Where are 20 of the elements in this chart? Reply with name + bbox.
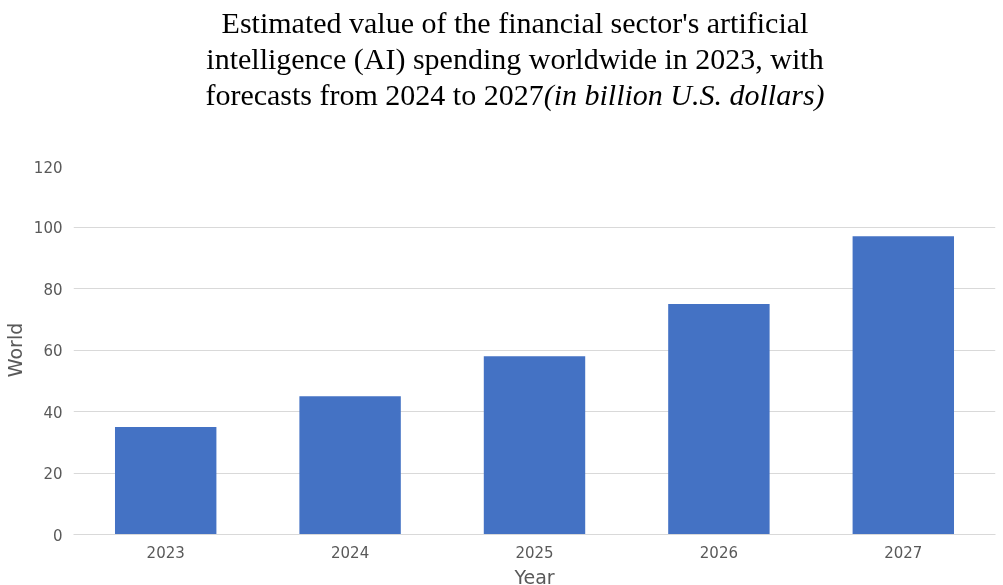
bar [483, 356, 586, 535]
x-tick-label: 2026 [699, 543, 738, 562]
x-tick-label: 2027 [884, 543, 923, 562]
y-tick-label: 60 [43, 342, 63, 360]
bar [852, 236, 955, 535]
chart-subtitle: (in billion U.S. dollars) [543, 78, 825, 111]
x-tick-label: 2023 [146, 543, 185, 562]
x-axis-title: Year [513, 565, 555, 585]
y-tick-label: 80 [43, 280, 63, 299]
x-tick-label: 2025 [515, 543, 554, 562]
y-tick-label: 20 [43, 465, 63, 483]
y-tick-label: 120 [33, 158, 63, 177]
y-tick-label: 40 [43, 403, 63, 422]
y-tick-label: 0 [52, 526, 63, 545]
bar [114, 426, 217, 535]
y-tick-label: 100 [33, 219, 63, 237]
y-axis-title: World [3, 322, 26, 378]
x-tick-label: 2024 [331, 543, 370, 562]
bar [299, 396, 401, 535]
bar [668, 303, 770, 535]
